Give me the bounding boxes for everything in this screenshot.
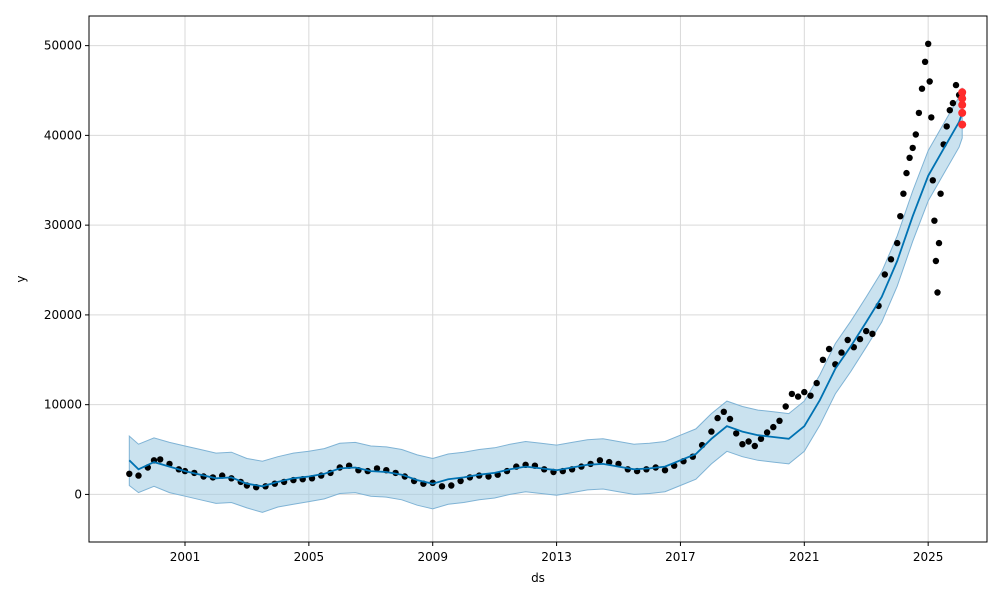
observed-point [457,477,464,485]
observed-point [373,465,381,472]
observed-point [733,430,740,437]
observed-point [921,58,929,65]
observed-point [929,177,936,184]
observed-point [751,442,758,450]
y-tick-label: 40000 [44,128,82,142]
observed-point [887,256,895,263]
y-tick-label: 0 [74,487,82,501]
y-tick-label: 50000 [44,39,82,53]
observed-point [157,456,164,463]
observed-point [776,417,783,424]
observed-point [937,190,944,197]
observed-point [801,388,808,396]
observed-point [912,131,919,138]
observed-point [708,428,715,435]
observed-point [946,107,953,114]
observed-point [726,415,734,423]
uncertainty-interval [128,87,963,513]
y-axis-title: y [14,275,28,282]
observed-point [925,40,932,47]
observed-point [931,217,938,224]
observed-point [782,403,789,410]
forecast-line [128,112,964,488]
x-tick-label: 2021 [789,550,820,564]
observed-point [926,78,933,85]
y-tick-label: 10000 [44,398,82,412]
observed-point [918,85,926,92]
highlight-point [958,94,967,103]
highlight-point [958,120,967,129]
observed-point [881,271,888,278]
y-tick-label: 20000 [44,308,82,322]
observed-point [135,472,142,479]
highlight-point [958,88,967,97]
observed-point [909,144,916,152]
observed-point [838,349,845,356]
observed-point [126,470,133,477]
observed-point [794,393,802,400]
observed-point [935,239,943,247]
observed-point [661,467,669,474]
x-tick-label: 2009 [417,550,448,564]
observed-point [952,81,960,89]
observed-point [863,327,870,335]
observed-point [720,408,727,415]
plot-frame [88,15,988,543]
observed-point [448,482,455,489]
x-tick-label: 2001 [170,550,201,564]
highlight-point [958,108,967,117]
observed-point [934,289,941,296]
x-axis-ticks: 2001 2005 2009 2013 2017 2021 2025 [170,542,944,564]
x-axis-title: ds [531,571,545,585]
highlighted-points [958,88,967,129]
observed-point [903,169,910,177]
observed-point [596,457,604,464]
observed-point [788,390,796,398]
observed-point [932,257,940,265]
observed-point [856,335,864,343]
observed-point [869,330,876,337]
observed-point [770,423,777,431]
x-tick-label: 2025 [913,550,944,564]
observed-point [949,99,957,107]
observed-point [915,109,923,117]
y-tick-label: 30000 [44,218,82,232]
y-axis-ticks: 0 10000 20000 30000 40000 50000 [44,39,89,501]
observed-point [813,379,820,387]
observed-point [900,190,907,197]
observed-point [485,473,492,480]
observed-point [844,336,851,344]
observed-point [943,123,950,130]
x-tick-label: 2005 [294,550,325,564]
observed-point [807,392,814,399]
observed-point [438,483,446,490]
observed-point [714,414,721,422]
observed-point [819,356,827,363]
observed-point [825,345,833,353]
observed-point [745,438,752,445]
observed-point [606,458,613,466]
observed-point [739,441,746,448]
observed-point [897,213,904,220]
x-tick-label: 2017 [665,550,696,564]
highlight-point [958,100,967,109]
observed-point [928,114,935,121]
observed-point [757,435,765,442]
observed-point [763,429,771,436]
observed-point [894,239,901,247]
x-tick-label: 2013 [541,550,572,564]
observed-point [906,154,913,161]
